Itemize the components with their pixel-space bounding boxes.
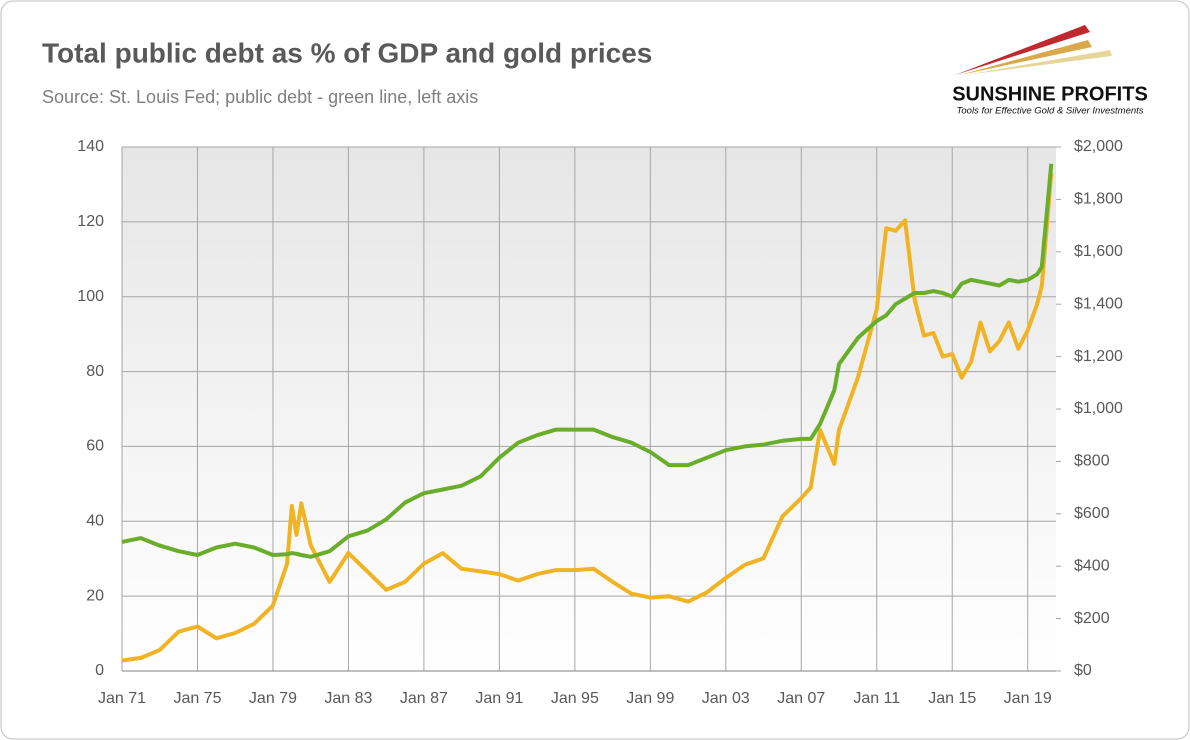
logo-ray xyxy=(960,40,1092,75)
x-tick-label: Jan 91 xyxy=(475,690,523,707)
y-tick-label: 100 xyxy=(77,288,104,305)
x-tick-label: Jan 71 xyxy=(98,690,146,707)
x-tick-label: Jan 79 xyxy=(249,690,297,707)
chart-subtitle: Source: St. Louis Fed; public debt - gre… xyxy=(42,87,478,107)
y-tick-label: 20 xyxy=(86,587,104,604)
y-tick-label: 140 xyxy=(77,138,104,155)
y2-tick-label: $800 xyxy=(1074,453,1110,470)
data-line xyxy=(121,163,1054,559)
y-tick-label: 0 xyxy=(95,662,104,679)
x-tick-label: Jan 87 xyxy=(400,690,448,707)
y2-tick-label: $0 xyxy=(1074,662,1092,679)
y2-tick-label: $1,600 xyxy=(1074,243,1123,260)
x-tick-label: Jan 15 xyxy=(928,690,976,707)
y-tick-label: 80 xyxy=(86,363,104,380)
x-tick-label: Jan 95 xyxy=(551,690,599,707)
y2-tick-label: $2,000 xyxy=(1074,138,1123,155)
y2-tick-label: $200 xyxy=(1074,610,1110,627)
logo-tagline: Tools for Effective Gold & Silver Invest… xyxy=(956,106,1143,117)
x-tick-label: Jan 99 xyxy=(626,690,674,707)
y-tick-label: 120 xyxy=(77,213,104,230)
y2-tick-label: $1,200 xyxy=(1074,348,1123,365)
x-tick-label: Jan 03 xyxy=(702,690,750,707)
x-tick-label: Jan 19 xyxy=(1004,690,1052,707)
y-tick-label: 40 xyxy=(86,513,104,530)
logo-ray xyxy=(955,25,1090,75)
x-tick-label: Jan 11 xyxy=(853,690,900,707)
x-tick-label: Jan 07 xyxy=(777,690,825,707)
chart-title: Total public debt as % of GDP and gold p… xyxy=(42,37,652,68)
logo-title: SUNSHINE PROFITS xyxy=(952,83,1148,105)
y-tick-label: 60 xyxy=(86,438,104,455)
logo-ray xyxy=(965,50,1112,75)
y2-tick-label: $600 xyxy=(1074,505,1110,522)
y2-tick-label: $1,400 xyxy=(1074,295,1123,312)
x-tick-label: Jan 75 xyxy=(173,690,221,707)
y2-tick-label: $400 xyxy=(1074,557,1110,574)
x-tick-label: Jan 83 xyxy=(324,690,372,707)
logo: SUNSHINE PROFITS Tools for Effective Gol… xyxy=(952,25,1148,117)
y2-tick-label: $1,000 xyxy=(1074,400,1123,417)
data-line xyxy=(121,173,1054,663)
y2-tick-label: $1,800 xyxy=(1074,191,1123,208)
plot-area xyxy=(122,147,1056,671)
